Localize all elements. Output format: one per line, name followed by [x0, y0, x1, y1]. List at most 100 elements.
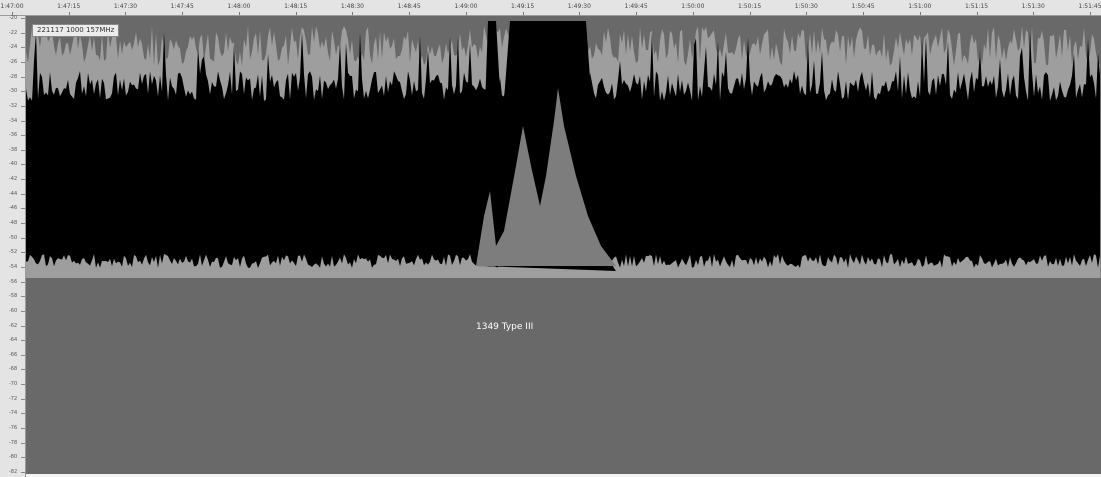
level-tick-mark [21, 443, 25, 444]
level-tick-mark [21, 77, 25, 78]
level-tick-mark [21, 91, 25, 92]
level-tick-label: -26 [9, 58, 18, 65]
level-tick-mark [21, 472, 25, 473]
level-tick-mark [21, 252, 25, 253]
level-tick-mark [21, 282, 25, 283]
level-tick-label: -20 [9, 15, 18, 21]
level-tick-label: -70 [9, 381, 18, 388]
level-tick-label: -68 [9, 366, 18, 373]
time-tick-mark [239, 12, 240, 15]
level-tick-mark [21, 369, 25, 370]
level-tick-mark [21, 384, 25, 385]
level-tick-mark [21, 340, 25, 341]
level-tick-mark [21, 428, 25, 429]
time-tick-label: 1:51:15 [964, 3, 989, 10]
lower-background [26, 278, 1101, 474]
time-tick-mark [12, 12, 13, 15]
time-tick-label: 1:48:45 [397, 3, 421, 10]
level-tick-mark [21, 62, 25, 63]
time-tick-label: 1:48:30 [340, 3, 364, 10]
level-tick-label: -60 [9, 307, 18, 314]
time-tick-mark [920, 12, 921, 15]
time-tick-label: 1:49:00 [454, 3, 478, 10]
level-tick-label: -46 [9, 205, 18, 212]
time-tick-label: 1:47:15 [57, 3, 81, 10]
time-tick-mark [693, 12, 694, 15]
level-tick-mark [21, 399, 25, 400]
burst-peaks [476, 88, 616, 266]
spectrum-plot-area[interactable] [26, 16, 1101, 474]
level-tick-label: -56 [9, 278, 18, 285]
level-tick-mark [21, 326, 25, 327]
level-tick-mark [21, 135, 25, 136]
time-tick-label: 1:48:00 [227, 3, 251, 10]
level-tick-mark [21, 33, 25, 34]
time-tick-label: 1:47:00 [0, 3, 24, 10]
level-tick-mark [21, 194, 25, 195]
level-tick-label: -78 [9, 439, 18, 446]
time-tick-mark [977, 12, 978, 15]
time-tick-label: 1:49:15 [511, 3, 535, 10]
time-tick-label: 1:47:45 [170, 3, 194, 10]
level-axis-ruler: -20 -22 -24 -26 -28 -30 -32 -34 -36 -38 -40 -42 -44 -… [0, 15, 26, 477]
time-tick-label: 1:49:45 [624, 3, 648, 10]
time-axis-ruler: 1:47:00 1:47:15 1:47:30 1:47:45 1:48:00 1:48:… [0, 0, 1101, 16]
level-tick-label: -32 [9, 102, 18, 109]
time-tick-mark [579, 12, 580, 15]
level-tick-label: -76 [9, 425, 18, 432]
level-tick-label: -66 [9, 351, 18, 358]
time-tick-label: 1:51:30 [1021, 3, 1045, 10]
level-tick-label: -34 [9, 117, 18, 124]
level-tick-label: -28 [9, 73, 18, 80]
level-tick-label: -80 [9, 454, 18, 461]
level-tick-mark [21, 267, 25, 268]
time-tick-label: 1:51:45 [1078, 3, 1101, 10]
time-tick-label: 1:50:30 [794, 3, 818, 10]
level-tick-mark [21, 296, 25, 297]
level-tick-label: -50 [9, 234, 18, 241]
level-tick-mark [21, 164, 25, 165]
level-tick-label: -42 [9, 176, 18, 183]
level-tick-label: -82 [9, 469, 18, 475]
recording-info-label: 221117 1000 157MHz [32, 24, 120, 37]
level-tick-label: -30 [9, 88, 18, 95]
level-tick-label: -36 [9, 132, 18, 139]
level-tick-mark [21, 457, 25, 458]
time-tick-label: 1:50:00 [681, 3, 705, 10]
level-tick-mark [21, 238, 25, 239]
level-tick-label: -62 [9, 322, 18, 329]
level-tick-label: -48 [9, 220, 18, 227]
level-tick-label: -24 [9, 44, 18, 51]
level-tick-mark [21, 106, 25, 107]
level-tick-label: -40 [9, 161, 18, 168]
level-tick-label: -58 [9, 293, 18, 300]
time-tick-label: 1:51:00 [908, 3, 932, 10]
time-tick-mark [409, 12, 410, 15]
level-tick-mark [21, 18, 25, 19]
time-tick-mark [182, 12, 183, 15]
level-tick-label: -54 [9, 263, 18, 270]
time-tick-mark [1033, 12, 1034, 15]
level-tick-mark [21, 121, 25, 122]
level-tick-label: -22 [9, 29, 18, 36]
level-tick-mark [21, 223, 25, 224]
time-tick-label: 1:50:15 [738, 3, 762, 10]
level-tick-label: -52 [9, 249, 18, 256]
level-tick-label: -74 [9, 410, 18, 417]
time-tick-label: 1:47:30 [113, 3, 138, 10]
time-tick-mark [523, 12, 524, 15]
level-tick-label: -44 [9, 190, 18, 197]
time-tick-label: 1:50:45 [851, 3, 875, 10]
level-tick-mark [21, 208, 25, 209]
time-tick-mark [296, 12, 297, 15]
time-tick-mark [863, 12, 864, 15]
time-tick-mark [750, 12, 751, 15]
spectrum-trace [26, 21, 1101, 474]
time-tick-mark [69, 12, 70, 15]
time-tick-mark [352, 12, 353, 15]
time-tick-mark [125, 12, 126, 15]
level-tick-label: -64 [9, 337, 18, 344]
level-tick-mark [21, 47, 25, 48]
time-tick-mark [466, 12, 467, 15]
